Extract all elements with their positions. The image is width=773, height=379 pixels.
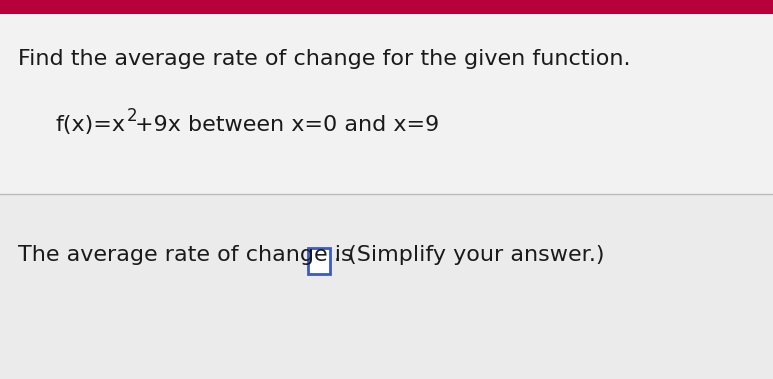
- FancyBboxPatch shape: [0, 0, 773, 14]
- Text: f(x)=x: f(x)=x: [55, 115, 125, 135]
- FancyBboxPatch shape: [0, 14, 773, 194]
- Text: +9x between x=0 and x=9: +9x between x=0 and x=9: [135, 115, 439, 135]
- Text: Find the average rate of change for the given function.: Find the average rate of change for the …: [18, 49, 631, 69]
- Text: . (Simplify your answer.): . (Simplify your answer.): [334, 245, 604, 265]
- Text: 2: 2: [127, 107, 138, 125]
- FancyBboxPatch shape: [0, 194, 773, 379]
- Text: The average rate of change is: The average rate of change is: [18, 245, 352, 265]
- FancyBboxPatch shape: [308, 248, 330, 274]
